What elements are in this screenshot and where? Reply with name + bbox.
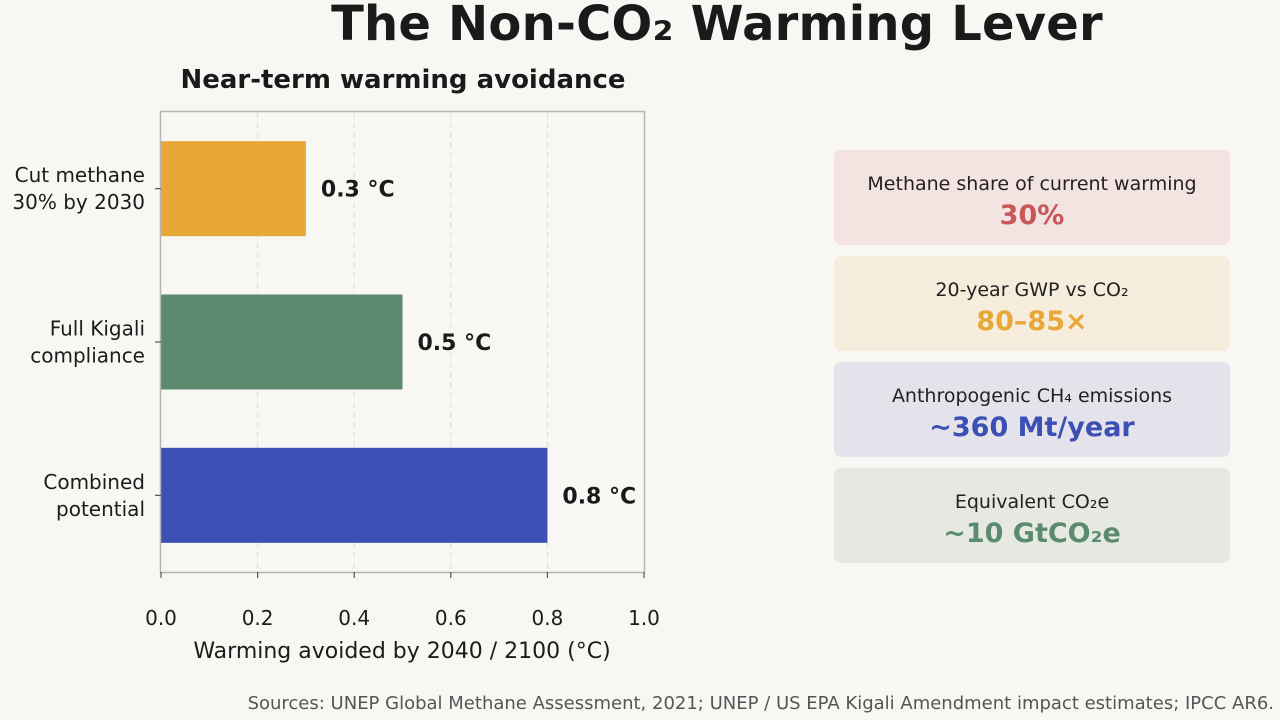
x-tick-label: 0.8	[531, 606, 563, 630]
axis-ticks: 0.0 0.2 0.4 0.6 0.8 1.0 Cut methane 30% by 2030…	[12, 163, 660, 630]
main-title: The Non-CO₂ Warming Lever	[331, 0, 1103, 52]
bar	[161, 447, 548, 543]
stat-card: Methane share of current warming 30%	[834, 150, 1230, 245]
y-category-label: Combined	[43, 470, 145, 494]
y-category-label: compliance	[30, 344, 145, 368]
x-tick-label: 0.0	[145, 606, 177, 630]
x-tick-label: 0.4	[338, 606, 370, 630]
bar-value-label: 0.3 °C	[321, 178, 395, 203]
stat-value: 80–85×	[976, 306, 1088, 337]
stat-value: ~360 Mt/year	[929, 412, 1135, 443]
stat-card: Anthropogenic CH₄ emissions ~360 Mt/year	[834, 362, 1230, 457]
stat-label: Anthropogenic CH₄ emissions	[891, 385, 1173, 407]
x-axis-label: Warming avoided by 2040 / 2100 (°C)	[193, 639, 610, 664]
bar-value-label: 0.5 °C	[418, 331, 492, 356]
y-category-label: Cut methane	[15, 163, 145, 187]
stat-label: 20-year GWP vs CO₂	[935, 279, 1129, 301]
stat-card: Equivalent CO₂e ~10 GtCO₂e	[834, 468, 1230, 563]
bar	[161, 141, 306, 237]
stat-card: 20-year GWP vs CO₂ 80–85×	[834, 256, 1230, 351]
x-tick-label: 0.2	[242, 606, 274, 630]
value-labels: 0.3 °C 0.5 °C 0.8 °C	[321, 178, 636, 510]
stat-value: 30%	[999, 200, 1065, 231]
sources-footnote: Sources: UNEP Global Methane Assessment,…	[247, 693, 1274, 714]
y-category-label: potential	[56, 497, 145, 521]
stat-label: Equivalent CO₂e	[954, 491, 1110, 513]
y-category-label: Full Kigali	[50, 317, 145, 341]
chart-title: Near-term warming avoidance	[180, 65, 625, 95]
bars	[161, 141, 548, 543]
bar-value-label: 0.8 °C	[562, 484, 636, 509]
y-category-label: 30% by 2030	[12, 190, 145, 214]
x-tick-label: 1.0	[628, 606, 660, 630]
stat-label: Methane share of current warming	[867, 173, 1197, 195]
stat-value: ~10 GtCO₂e	[943, 518, 1121, 549]
bar	[161, 294, 403, 390]
bar-chart: Near-term warming avoidance 0.0 0.2 0.4 0.6…	[12, 65, 660, 664]
x-tick-label: 0.6	[435, 606, 467, 630]
